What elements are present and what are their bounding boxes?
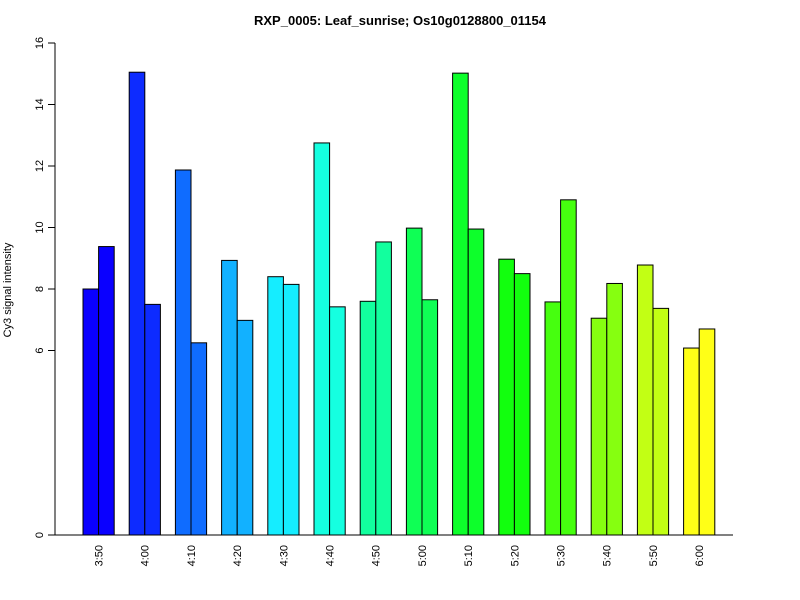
bar-450-s2	[375, 241, 392, 536]
bar-450-s1	[359, 300, 377, 536]
y-tick-label-12: 12	[34, 160, 46, 172]
x-tick-label-440: 4:40	[324, 545, 336, 566]
bar-410-s1	[174, 169, 192, 536]
bar-500-s2	[421, 299, 439, 536]
bar-520-s1	[498, 258, 515, 536]
x-tick-label-550: 5:50	[648, 545, 660, 566]
x-tick-label-520: 5:20	[509, 545, 521, 566]
y-tick-label-0: 0	[34, 532, 46, 538]
bar-550-s1	[636, 264, 654, 536]
bar-440-s2	[329, 306, 346, 536]
bar-540-s2	[606, 282, 623, 536]
bar-350-s2	[98, 246, 115, 536]
bar-520-s2	[513, 273, 531, 536]
x-tick-label-410: 4:10	[186, 545, 198, 566]
bar-350-s1	[82, 288, 100, 536]
y-tick-label-10: 10	[34, 221, 46, 233]
bar-540-s1	[590, 317, 608, 536]
bar-400-s2	[144, 303, 161, 536]
bar-440-s1	[313, 142, 331, 536]
x-tick-label-500: 5:00	[417, 545, 429, 566]
x-tick-label-420: 4:20	[232, 545, 244, 566]
bar-430-s2	[282, 283, 300, 536]
bar-600-s2	[698, 328, 716, 536]
bar-420-s2	[236, 319, 254, 536]
bar-550-s2	[652, 307, 670, 536]
bar-400-s1	[128, 71, 146, 536]
bar-530-s2	[560, 199, 577, 536]
bar-510-s1	[452, 72, 469, 536]
bar-500-s1	[405, 227, 423, 536]
bar-530-s1	[544, 301, 562, 536]
bar-600-s1	[683, 347, 700, 536]
y-tick-label-16: 16	[34, 37, 46, 49]
x-axis: 3:50 4:00 4:10 4:20 4:30 4:40 4:50 5:00 5:10 5:20…	[55, 534, 733, 566]
y-tick-label-14: 14	[34, 98, 46, 110]
x-tick-label-450: 4:50	[371, 545, 383, 566]
chart-title: RXP_0005: Leaf_sunrise; Os10g0128800_011…	[254, 13, 546, 28]
y-axis: 0 6 8 10 12 14 16	[34, 37, 56, 538]
bar-430-s1	[267, 276, 284, 536]
y-tick-label-8: 8	[34, 286, 46, 292]
x-tick-label-600: 6:00	[694, 545, 706, 566]
x-tick-label-400: 4:00	[140, 545, 152, 566]
bar-420-s1	[221, 259, 238, 536]
y-tick-label-6: 6	[34, 347, 46, 353]
x-tick-label-430: 4:30	[278, 545, 290, 566]
x-tick-label-510: 5:10	[463, 545, 475, 566]
x-tick-label-540: 5:40	[602, 545, 614, 566]
x-tick-label-350: 3:50	[93, 545, 105, 566]
x-tick-label-530: 5:30	[555, 545, 567, 566]
bars-group	[82, 71, 716, 536]
bar-510-s2	[467, 228, 485, 536]
bar-410-s2	[190, 342, 208, 536]
